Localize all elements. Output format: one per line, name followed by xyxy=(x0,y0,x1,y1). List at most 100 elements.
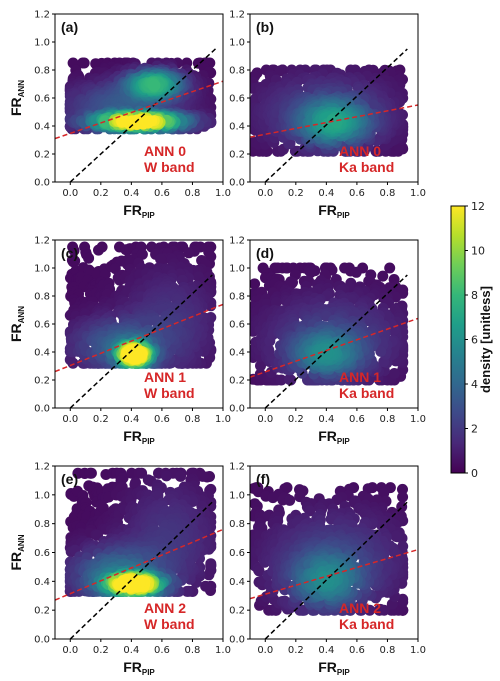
x-tick-label: 1.0 xyxy=(215,645,231,656)
x-tick-label: 0.2 xyxy=(93,188,109,199)
y-tick-label: 1.2 xyxy=(229,10,245,21)
data-point xyxy=(183,247,195,259)
data-point xyxy=(136,467,148,479)
data-point xyxy=(350,266,362,278)
x-tick-label: 0.8 xyxy=(185,414,201,425)
y-tick-label: 1.2 xyxy=(34,10,50,21)
x-tick-label: 0.0 xyxy=(62,414,78,425)
y-tick-label: 0.2 xyxy=(34,376,50,387)
data-point xyxy=(97,502,109,514)
scatter-points xyxy=(250,262,409,386)
panel-6: 0.0 0.2 0.4 0.6 0.8 1.00.00.20.40.60.81.01.2F… xyxy=(229,462,426,678)
y-tick-label: 0.4 xyxy=(34,577,50,588)
data-point xyxy=(129,349,140,361)
scatter-points xyxy=(64,467,217,597)
one-to-one-line xyxy=(69,501,213,639)
y-tick-label: 0.4 xyxy=(34,348,50,359)
x-tick-label: 0.8 xyxy=(380,414,396,425)
y-tick-label: 0.6 xyxy=(34,548,50,559)
y-tick-label: 1.0 xyxy=(34,38,50,49)
y-tick-label: 1.0 xyxy=(34,264,50,275)
y-tick-label: 0.4 xyxy=(34,122,50,133)
y-tick-label: 0.2 xyxy=(34,606,50,617)
panel-annotation: ANN 1 xyxy=(144,369,186,385)
panel-annotation: ANN 1 xyxy=(339,369,381,385)
data-point xyxy=(367,99,379,111)
x-tick-label: 0.0 xyxy=(257,188,273,199)
panel-annotation: W band xyxy=(144,616,195,632)
data-point xyxy=(274,65,286,77)
x-tick-label: 1.0 xyxy=(410,414,426,425)
x-tick-label: 0.8 xyxy=(185,188,201,199)
x-tick-label: 0.2 xyxy=(288,414,304,425)
panel-annotation: Ka band xyxy=(339,385,394,401)
x-tick-label: 0.2 xyxy=(93,645,109,656)
x-tick-label: 0.4 xyxy=(318,188,334,199)
data-point xyxy=(155,253,167,265)
y-tick-label: 0.4 xyxy=(229,348,245,359)
x-axis-label: FRPIP xyxy=(123,202,155,220)
x-tick-label: 0.8 xyxy=(185,645,201,656)
y-axis-label: FRANN xyxy=(8,534,26,570)
panel-5: 0.0 0.2 0.4 0.6 0.8 1.00.00.20.40.60.81.01.2F… xyxy=(8,462,231,678)
panel-1: 0.0 0.2 0.4 0.6 0.8 1.00.00.20.40.60.81.01.2F… xyxy=(8,10,231,221)
data-point xyxy=(109,263,121,275)
x-tick-label: 0.8 xyxy=(380,188,396,199)
panel-annotation: Ka band xyxy=(339,159,394,175)
panel-annotation: W band xyxy=(144,159,195,175)
data-point xyxy=(397,483,408,495)
y-tick-label: 0.6 xyxy=(34,320,50,331)
y-tick-label: 1.2 xyxy=(34,462,50,473)
data-point xyxy=(136,248,148,260)
one-to-one-line xyxy=(69,47,218,182)
data-point xyxy=(181,585,193,597)
panel-4: 0.0 0.2 0.4 0.6 0.8 1.00.00.20.40.60.81.01.2F… xyxy=(229,236,426,447)
panel-label: (a) xyxy=(61,19,78,35)
x-tick-label: 0.4 xyxy=(123,188,139,199)
y-tick-label: 0.8 xyxy=(34,66,50,77)
data-point xyxy=(384,262,396,274)
data-point xyxy=(99,115,111,127)
panel-label: (e) xyxy=(61,471,78,487)
x-tick-label: 1.0 xyxy=(215,414,231,425)
x-tick-label: 0.0 xyxy=(257,414,273,425)
y-tick-label: 0.6 xyxy=(229,320,245,331)
data-point xyxy=(68,245,80,257)
x-axis-label: FRPIP xyxy=(123,659,155,677)
one-to-one-line xyxy=(264,48,408,182)
panel-label: (d) xyxy=(256,245,274,261)
data-point xyxy=(305,267,317,278)
data-point xyxy=(377,270,389,282)
y-tick-label: 0.8 xyxy=(229,292,245,303)
panel-label: (b) xyxy=(256,19,274,35)
scatter-points xyxy=(250,482,409,616)
x-tick-label: 0.4 xyxy=(123,414,139,425)
y-tick-label: 1.0 xyxy=(229,264,245,275)
data-point xyxy=(205,558,217,570)
panel-annotation: ANN 0 xyxy=(339,143,381,159)
x-tick-label: 0.4 xyxy=(318,414,334,425)
y-tick-label: 1.2 xyxy=(229,236,245,247)
panel-annotation: ANN 2 xyxy=(144,600,186,616)
panels: 0.0 0.2 0.4 0.6 0.8 1.00.00.20.40.60.81.01.2F… xyxy=(8,10,426,678)
y-tick-label: 0.0 xyxy=(34,178,50,189)
data-point xyxy=(83,252,95,264)
fit-line xyxy=(250,104,418,138)
y-axis-label: FRANN xyxy=(8,306,26,342)
y-tick-label: 0.8 xyxy=(34,519,50,530)
y-tick-label: 1.0 xyxy=(229,38,245,49)
scatter-points xyxy=(250,64,409,157)
y-tick-label: 0.2 xyxy=(229,376,245,387)
data-point xyxy=(388,368,400,379)
data-point xyxy=(375,603,386,615)
panel-label: (c) xyxy=(61,245,78,261)
x-tick-label: 0.2 xyxy=(288,188,304,199)
data-point xyxy=(284,373,295,385)
one-to-one-line xyxy=(69,274,213,408)
y-tick-label: 0.2 xyxy=(229,150,245,161)
x-tick-label: 0.0 xyxy=(62,188,78,199)
y-tick-label: 0.0 xyxy=(229,404,245,415)
data-point xyxy=(267,492,279,504)
x-tick-label: 0.6 xyxy=(154,414,170,425)
